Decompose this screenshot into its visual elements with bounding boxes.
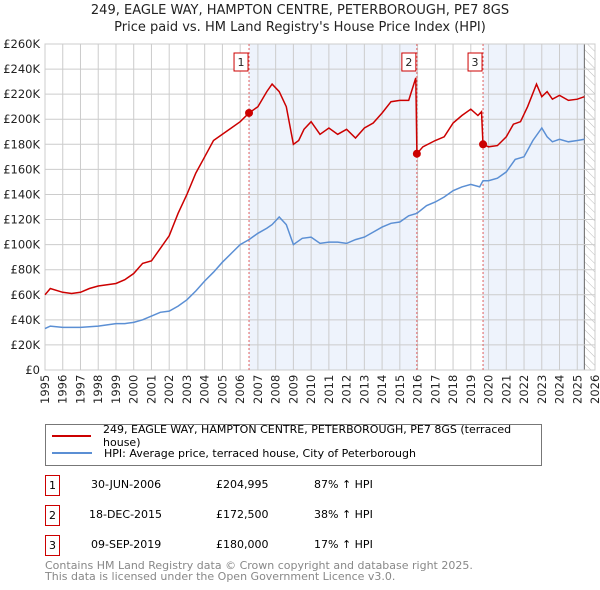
sale-label-box bbox=[467, 52, 483, 72]
legend-swatch-hpi bbox=[52, 452, 92, 454]
shaded-ownership-period bbox=[249, 44, 417, 370]
x-tick-label: 2015 bbox=[393, 375, 407, 404]
x-tick-label: 2009 bbox=[286, 375, 300, 404]
sale-date: 09-SEP-2019 bbox=[91, 538, 162, 551]
y-tick-label: £60K bbox=[11, 288, 41, 302]
x-tick-label: 2001 bbox=[144, 375, 158, 404]
y-tick-label: £180K bbox=[3, 137, 40, 151]
shaded-ownership-period bbox=[483, 44, 585, 370]
sale-price: £204,995 bbox=[216, 478, 269, 491]
chart-subtitle: Price paid vs. HM Land Registry's House … bbox=[114, 20, 486, 35]
y-tick-label: £220K bbox=[3, 87, 40, 101]
x-tick-label: 2012 bbox=[340, 375, 354, 404]
x-tick-label: 2016 bbox=[411, 375, 425, 404]
y-tick-label: £0 bbox=[25, 363, 40, 377]
x-tick-label: 1995 bbox=[38, 375, 52, 404]
x-tick-label: 2010 bbox=[304, 375, 318, 404]
forecast-hatch bbox=[584, 44, 595, 370]
sale-hpi-diff: 38% ↑ HPI bbox=[314, 508, 373, 521]
y-tick-label: £240K bbox=[3, 62, 40, 76]
x-tick-label: 2017 bbox=[428, 375, 442, 404]
x-tick-label: 2026 bbox=[588, 375, 600, 404]
x-tick-label: 2005 bbox=[215, 375, 229, 404]
sale-label-box bbox=[233, 52, 249, 72]
y-tick-label: £100K bbox=[3, 238, 40, 252]
x-tick-label: 2023 bbox=[535, 375, 549, 404]
sale-date: 30-JUN-2006 bbox=[91, 478, 162, 491]
sale-hpi-diff: 17% ↑ HPI bbox=[314, 538, 373, 551]
sale-label: 2 bbox=[405, 56, 412, 69]
x-tick-label: 2004 bbox=[198, 375, 212, 404]
y-tick-label: £80K bbox=[11, 263, 41, 277]
footer-licence: This data is licensed under the Open Gov… bbox=[45, 570, 396, 583]
sale-label: 3 bbox=[472, 56, 479, 69]
x-tick-label: 1997 bbox=[73, 375, 87, 404]
x-tick-label: 2021 bbox=[499, 375, 513, 404]
y-tick-label: £160K bbox=[3, 162, 40, 176]
x-tick-label: 2007 bbox=[251, 375, 265, 404]
sale-number: 3 bbox=[45, 535, 60, 556]
x-tick-label: 2020 bbox=[482, 375, 496, 404]
sale-point bbox=[245, 108, 254, 117]
x-tick-label: 2014 bbox=[375, 375, 389, 404]
y-tick-label: £120K bbox=[3, 213, 40, 227]
x-tick-label: 2008 bbox=[269, 375, 283, 404]
x-tick-label: 2011 bbox=[322, 375, 336, 404]
price-paid-line bbox=[44, 77, 585, 296]
sale-price: £172,500 bbox=[216, 508, 269, 521]
x-tick-label: 2003 bbox=[180, 375, 194, 404]
sale-number: 1 bbox=[45, 475, 60, 496]
sale-number: 2 bbox=[45, 505, 60, 526]
legend: 249, EAGLE WAY, HAMPTON CENTRE, PETERBOR… bbox=[45, 423, 542, 466]
sale-point bbox=[412, 149, 421, 158]
legend-swatch-property bbox=[52, 435, 92, 437]
x-tick-label: 2000 bbox=[127, 375, 141, 404]
x-tick-label: 1999 bbox=[109, 375, 123, 404]
x-tick-label: 1996 bbox=[56, 375, 70, 404]
x-tick-label: 2013 bbox=[357, 375, 371, 404]
x-tick-label: 2019 bbox=[464, 375, 478, 404]
x-tick-label: 2025 bbox=[570, 375, 584, 404]
y-tick-label: £40K bbox=[11, 313, 41, 327]
sale-price: £180,000 bbox=[216, 538, 269, 551]
sale-hpi-diff: 87% ↑ HPI bbox=[314, 478, 373, 491]
footer-copyright: Contains HM Land Registry data © Crown c… bbox=[45, 559, 473, 572]
hpi-line bbox=[44, 126, 585, 330]
x-tick-label: 2024 bbox=[553, 375, 567, 404]
plot-border bbox=[44, 43, 596, 371]
footer: Contains HM Land Registry data © Crown c… bbox=[45, 560, 473, 582]
x-tick-label: 2002 bbox=[162, 375, 176, 404]
y-tick-label: £200K bbox=[3, 112, 40, 126]
legend-label-hpi: HPI: Average price, terraced house, City… bbox=[104, 446, 416, 460]
plot-area: 1995 1996 1997 1998 1999 2000 2001 2002 2003 2004… bbox=[3, 37, 600, 404]
legend-label-property: 249, EAGLE WAY, HAMPTON CENTRE, PETERBOR… bbox=[103, 423, 512, 449]
y-tick-label: £140K bbox=[3, 187, 40, 201]
chart-title: 249, EAGLE WAY, HAMPTON CENTRE, PETERBOR… bbox=[90, 3, 510, 18]
y-tick-label: £260K bbox=[3, 37, 40, 51]
x-tick-label: 2018 bbox=[446, 375, 460, 404]
sale-label-box bbox=[401, 52, 417, 72]
y-tick-label: £20K bbox=[11, 338, 41, 352]
x-tick-label: 2022 bbox=[517, 375, 531, 404]
sale-point bbox=[479, 140, 488, 149]
x-tick-label: 2006 bbox=[233, 375, 247, 404]
sale-date: 18-DEC-2015 bbox=[89, 508, 163, 521]
x-tick-label: 1998 bbox=[91, 375, 105, 404]
sale-label: 1 bbox=[238, 56, 245, 69]
